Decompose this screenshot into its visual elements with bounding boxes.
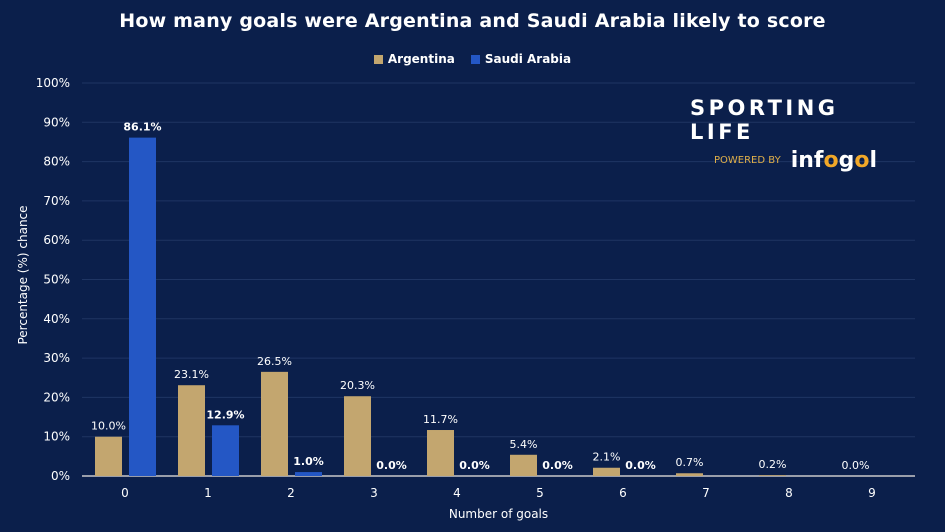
- bar-saudi-arabia: [295, 472, 322, 476]
- y-axis-title: Percentage (%) chance: [16, 205, 30, 344]
- data-label: 10.0%: [91, 420, 126, 433]
- powered-by: POWERED BY: [714, 155, 781, 166]
- y-tick-label: 30%: [43, 351, 70, 365]
- data-label: 0.7%: [676, 456, 704, 469]
- bar-argentina: [593, 467, 620, 476]
- x-tick-label: 6: [619, 486, 627, 500]
- data-label: 0.0%: [842, 459, 870, 472]
- y-tick-label: 10%: [43, 430, 70, 444]
- bar-argentina: [759, 475, 786, 476]
- x-tick-label: 3: [370, 486, 378, 500]
- data-label: 1.0%: [293, 455, 324, 468]
- x-tick-label: 1: [204, 486, 212, 500]
- x-tick-label: 2: [287, 486, 295, 500]
- data-label: 11.7%: [423, 413, 458, 426]
- y-tick-label: 20%: [43, 390, 70, 404]
- bar-argentina: [95, 436, 122, 476]
- legend: Argentina Saudi Arabia: [0, 52, 945, 66]
- x-axis-title: Number of goals: [449, 507, 548, 521]
- y-tick-label: 50%: [43, 273, 70, 287]
- bar-argentina: [676, 473, 703, 476]
- data-label: 0.2%: [759, 458, 787, 471]
- y-tick-label: 80%: [43, 155, 70, 169]
- data-label: 0.0%: [376, 459, 407, 472]
- bar-argentina: [261, 371, 288, 476]
- x-tick-label: 5: [536, 486, 544, 500]
- y-tick-label: 40%: [43, 312, 70, 326]
- y-tick-label: 70%: [43, 194, 70, 208]
- bar-argentina: [344, 396, 371, 476]
- sporting-life-logo: SPORTING LIFE POWERED BY infogol: [690, 96, 910, 173]
- x-tick-label: 9: [868, 486, 876, 500]
- data-label: 86.1%: [123, 121, 161, 134]
- chart-title: How many goals were Argentina and Saudi …: [119, 10, 826, 32]
- data-label: 20.3%: [340, 379, 375, 392]
- bar-saudi-arabia: [129, 137, 156, 476]
- data-label: 12.9%: [206, 408, 244, 421]
- legend-label: Argentina: [387, 52, 455, 66]
- data-label: 26.5%: [257, 355, 292, 368]
- data-label: 5.4%: [510, 438, 538, 451]
- brand-name: SPORTING LIFE: [690, 96, 839, 144]
- x-tick-label: 8: [785, 486, 793, 500]
- x-tick-label: 7: [702, 486, 710, 500]
- y-tick-label: 100%: [36, 76, 70, 90]
- data-label: 0.0%: [542, 459, 573, 472]
- y-tick-label: 60%: [43, 233, 70, 247]
- bar-argentina: [427, 430, 454, 476]
- data-label: 0.0%: [459, 459, 490, 472]
- bar-argentina: [178, 385, 205, 476]
- x-tick-label: 0: [121, 486, 129, 500]
- legend-swatch: [373, 54, 383, 64]
- legend-swatch: [470, 54, 480, 64]
- bar-saudi-arabia: [212, 425, 239, 476]
- data-label: 23.1%: [174, 368, 209, 381]
- y-tick-label: 90%: [43, 115, 70, 129]
- y-tick-label: 0%: [51, 469, 70, 483]
- data-label: 2.1%: [593, 451, 621, 464]
- data-label: 0.0%: [625, 459, 656, 472]
- infogol-logo: infogol: [790, 148, 878, 173]
- legend-item-saudi-arabia[interactable]: Saudi Arabia: [470, 52, 572, 66]
- legend-label: Saudi Arabia: [484, 52, 572, 66]
- legend-item-argentina[interactable]: Argentina: [373, 52, 455, 66]
- x-tick-label: 4: [453, 486, 461, 500]
- bar-argentina: [510, 454, 537, 476]
